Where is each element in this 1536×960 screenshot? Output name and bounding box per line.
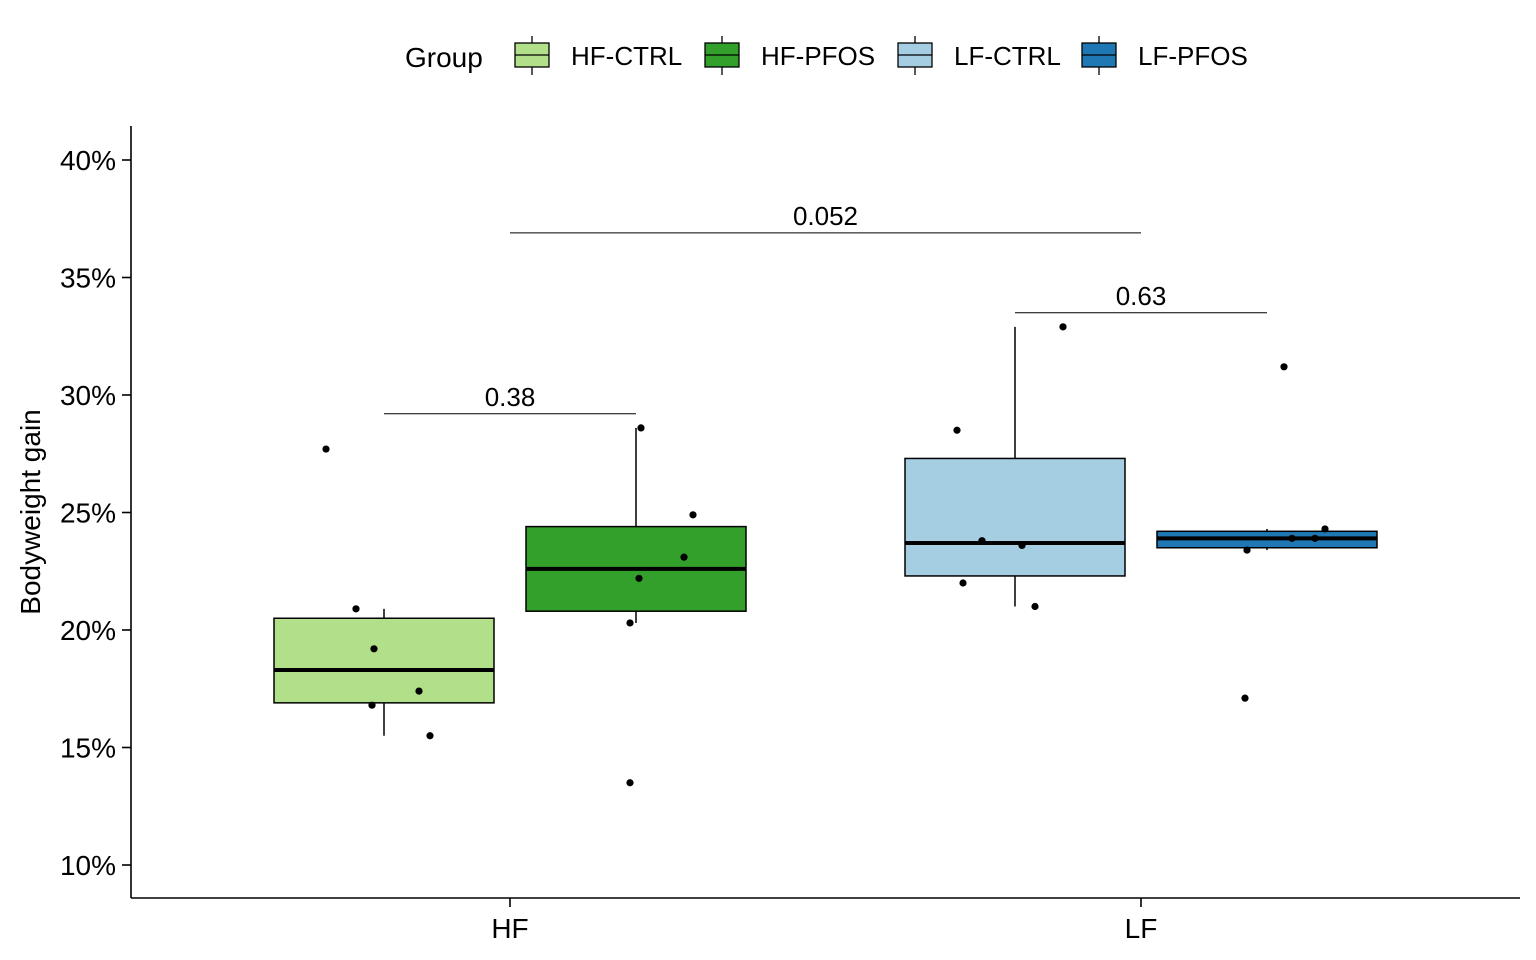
p-value-label: 0.63 [1116,281,1167,311]
y-tick-label: 40% [60,145,116,176]
p-value-label: 0.38 [485,382,536,412]
data-point [370,645,378,653]
data-point [978,537,986,545]
legend-label: HF-CTRL [571,41,682,71]
data-point [680,553,688,561]
y-tick-label: 10% [60,850,116,881]
y-axis-label: Bodyweight gain [15,409,46,614]
x-ticks: HF LF [491,898,1157,944]
data-point [1321,525,1329,533]
box-body [273,617,495,704]
box-body [904,457,1126,577]
data-point [1018,541,1026,550]
boxes [273,326,1378,736]
data-point [322,445,330,453]
box-hf-ctrl [273,608,495,736]
legend-item-lf-pfos: LF-PFOS [1081,36,1248,75]
y-ticks: 10% 15% 20% 25% 30% 35% 40% [60,145,131,881]
x-tick-label: LF [1125,913,1158,944]
data-point [426,732,434,740]
data-point [635,574,643,582]
data-point [953,426,961,434]
box-hf-pfos [525,427,747,623]
box-lf-ctrl [904,326,1126,607]
legend-item-hf-pfos: HF-PFOS [704,36,875,75]
legend-label: LF-PFOS [1138,41,1248,71]
legend-item-hf-ctrl: HF-CTRL [514,36,682,75]
data-point [1280,363,1288,371]
legend-label: HF-PFOS [761,41,875,71]
data-point [1241,694,1249,702]
significance-annotations: 0.38 0.052 0.63 [384,201,1267,415]
data-point [689,511,697,519]
legend-item-lf-ctrl: LF-CTRL [897,36,1061,75]
y-tick-label: 15% [60,733,116,764]
y-tick-label: 35% [60,263,116,294]
legend: Group HF-CTRL HF-PFOS LF-CTRL LF-PFOS [405,36,1248,75]
data-point [1243,546,1251,554]
data-point [352,605,360,613]
data-points [322,323,1329,787]
data-point [1059,323,1067,331]
axes: 10% 15% 20% 25% 30% 35% 40% HF LF Bodyweight ga… [15,126,1520,944]
data-point [1311,534,1319,542]
data-point [368,701,376,709]
x-tick-label: HF [491,913,528,944]
box-lf-pfos [1156,528,1378,551]
legend-title: Group [405,42,483,73]
y-tick-label: 25% [60,498,116,529]
data-point [626,619,634,627]
y-tick-label: 30% [60,380,116,411]
y-tick-label: 20% [60,615,116,646]
data-point [959,579,967,587]
data-point [626,779,634,787]
legend-label: LF-CTRL [954,41,1061,71]
data-point [1031,602,1039,611]
data-point [637,424,645,432]
data-point [415,687,423,695]
data-point [1288,534,1296,542]
p-value-label: 0.052 [793,201,858,231]
plot-area: 0.38 0.052 0.63 [273,201,1378,787]
